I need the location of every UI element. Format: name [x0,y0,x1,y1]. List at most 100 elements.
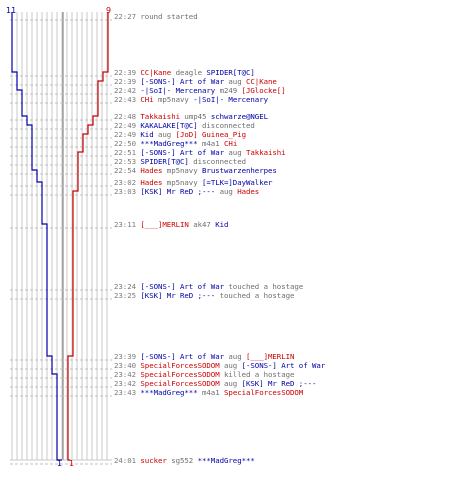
event-time: 22:39 [114,68,141,77]
blue-player-name: ***MadGreg*** [140,388,198,397]
blue-player-name: KAKALAKE[T@C] [140,121,198,130]
red-end-count: 1 [69,459,75,468]
event-action: deagle [171,68,207,77]
blue-player-name: SPIDER[T@C] [140,157,189,166]
blue-player-name: -|SoI|- Mercenary [140,86,216,95]
red-player-name: Hades [237,187,260,196]
event-action: touched a hostage [224,282,304,291]
event-time: 23:03 [114,187,141,196]
event-action: aug [215,187,238,196]
event-time: 22:39 [114,77,141,86]
red-player-name: CHi [140,95,154,104]
blue-player-name: [-SONS-] Art of War [140,77,224,86]
event-time: 22:51 [114,148,141,157]
event-time: 22:48 [114,112,141,121]
red-player-name: sucker [140,456,167,465]
blue-player-name: [-SONS-] Art of War [140,148,224,157]
event-action: m4a1 [197,388,225,397]
red-player-name: Takkaishi [140,112,181,121]
event-time: 23:11 [114,220,141,229]
red-team-line [67,12,109,461]
event-row: 22:49 Kid aug [JoD] Guinea_Pig [114,130,246,139]
event-row: 22:53 SPIDER[T@C] disconnected [114,157,246,166]
blue-player-name: Brustwarzenherpes [202,166,277,175]
event-row: 22:54 Hades mp5navy Brustwarzenherpes [114,166,277,175]
event-time: 22:53 [114,157,141,166]
event-time: 23:43 [114,388,141,397]
blue-end-count: 1 [57,459,63,468]
blue-player-name: SPIDER[T@C] [206,68,255,77]
event-row: 23:03 [KSK] Mr ReD ;--- aug Hades [114,187,259,196]
event-action: ump45 [180,112,211,121]
event-action: killed a hostage [219,370,295,379]
event-row: 22:50 ***MadGreg*** m4a1 CHi [114,139,237,148]
red-player-name: SpecialForcesSODOM [224,388,304,397]
red-player-name: SpecialForcesSODOM [140,370,220,379]
blue-player-name: [KSK] Mr ReD ;--- [140,291,216,300]
event-row: 23:24 [-SONS-] Art of War touched a host… [114,282,303,291]
event-time: 23:42 [114,379,141,388]
event-time: 22:49 [114,121,141,130]
blue-player-name: schwarze@NGEL [210,112,269,121]
event-time: 23:24 [114,282,141,291]
event-row: 23:02 Hades mp5navy [=TLK=]DayWalker [114,178,272,187]
blue-player-name: ***MadGreg*** [140,139,198,148]
event-time: 22:42 [114,86,141,95]
blue-player-name: [-SONS-] Art of War [140,352,224,361]
blue-player-name: Kid [140,130,154,139]
event-time: 22:50 [114,139,141,148]
event-action: aug [224,148,246,157]
event-action: aug [224,352,246,361]
blue-start-count: 11 [6,6,17,15]
red-player-name: Hades [140,166,163,175]
event-action: aug [219,361,242,370]
blue-team-line [11,12,62,461]
event-action: mp5navy [162,166,203,175]
event-row: 23:39 [-SONS-] Art of War aug [___]MERLI… [114,352,294,361]
red-player-name: CC|Kane [246,77,277,86]
event-row: 22:48 Takkaishi ump45 schwarze@NGEL [114,112,268,121]
event-action: mp5navy [153,95,194,104]
event-row: 24:01 sucker sg552 ***MadGreg*** [114,456,255,465]
blue-player-name: [-SONS-] Art of War [241,361,326,370]
event-action: aug [153,130,176,139]
event-row: 22:51 [-SONS-] Art of War aug Takkaishi [114,148,286,157]
event-row: 23:43 ***MadGreg*** m4a1 SpecialForcesSO… [114,388,303,397]
event-action: disconnected [197,121,255,130]
event-row: 23:42 SpecialForcesSODOM killed a hostag… [114,370,294,379]
event-action: sg552 [166,456,198,465]
event-time: 22:49 [114,130,141,139]
event-action: touched a hostage [215,291,295,300]
blue-player-name: ***MadGreg*** [197,456,255,465]
red-player-name: CHi [224,139,238,148]
red-player-name: CC|Kane [140,68,172,77]
red-player-name: Takkaishi [246,148,286,157]
blue-player-name: [=TLK=]DayWalker [202,178,273,187]
event-row: 23:42 SpecialForcesSODOM aug [KSK] Mr Re… [114,379,316,388]
blue-player-name: [KSK] Mr ReD ;--- [140,187,216,196]
event-row: 22:43 CHi mp5navy -|SoI|- Mercenary [114,95,268,104]
event-time: 23:25 [114,291,141,300]
red-start-count: 9 [106,6,112,15]
event-action: ak47 [188,220,216,229]
red-player-name: [___]MERLIN [140,220,189,229]
event-row: 23:25 [KSK] Mr ReD ;--- touched a hostag… [114,291,294,300]
event-action: aug [219,379,242,388]
blue-player-name: [KSK] Mr ReD ;--- [241,379,317,388]
event-time: 23:40 [114,361,141,370]
event-row: 23:11 [___]MERLIN ak47 Kid [114,220,228,229]
red-player-name: SpecialForcesSODOM [140,379,220,388]
event-time: 22:43 [114,95,141,104]
event-action: disconnected [188,157,247,166]
event-row: 23:40 SpecialForcesSODOM aug [-SONS-] Ar… [114,361,325,370]
event-row: 22:27 round started [114,12,198,21]
event-row: 22:39 [-SONS-] Art of War aug CC|Kane [114,77,277,86]
event-row: 22:39 CC|Kane deagle SPIDER[T@C] [114,68,255,77]
event-action: aug [224,77,246,86]
event-time: 23:39 [114,352,141,361]
red-player-name: SpecialForcesSODOM [140,361,220,370]
red-player-name: [JoD] Guinea_Pig [175,130,247,139]
event-row: 22:49 KAKALAKE[T@C] disconnected [114,121,255,130]
